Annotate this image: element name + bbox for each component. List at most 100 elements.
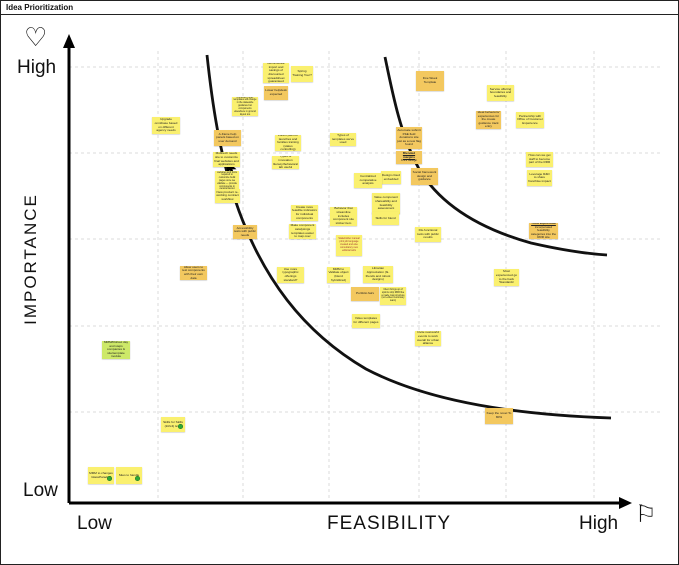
sticky-note-text: Christine's note: templates will change … — [233, 97, 257, 116]
sticky-note[interactable]: Social framework design and guidance — [411, 168, 438, 185]
sticky-note[interactable]: Third impressiveincorporated feasibility… — [529, 223, 558, 239]
sticky-note[interactable]: Upgrade omnibase based on different agen… — [152, 117, 180, 134]
sticky-note[interactable]: Portfolio fairs — [351, 287, 379, 301]
sticky-note-text: Accessibility tests with public needs — [234, 225, 256, 237]
sticky-note-text: Stakeholder manual print job language cr… — [338, 237, 360, 252]
sticky-note[interactable]: Librarian Appreciation (bi-friends and r… — [363, 266, 393, 283]
sticky-note-text: Understand websites and fonts required t… — [217, 171, 237, 189]
sticky-note[interactable]: Types of innovation literacy/behavioral … — [272, 156, 299, 169]
page-title: Idea Prioritization — [6, 3, 74, 12]
sticky-note-text: Multitech needs site to customize final … — [214, 152, 239, 167]
sticky-note-text: Make component catalysings templates eas… — [290, 224, 315, 239]
green-reaction-icon — [178, 424, 183, 429]
y-axis-arrowhead — [63, 34, 75, 48]
sticky-note-text: Centralized comparative analysis — [359, 174, 377, 186]
sticky-note[interactable]: Blended margins CSS design — [396, 151, 422, 164]
sticky-note-text: Social framework design and guidance — [412, 170, 437, 182]
y-axis-low-label: Low — [23, 480, 58, 501]
x-axis-arrowhead — [619, 497, 632, 509]
sticky-note-text: Portfolio fairs — [355, 291, 375, 296]
sticky-note[interactable]: MMM to Validate object (blend hybridized… — [327, 267, 350, 283]
sticky-note-text: Upgrade omnibase based on different agen… — [154, 117, 178, 133]
sticky-note[interactable]: Skills for blend — [372, 212, 399, 225]
sticky-note[interactable]: Create more feasible indicators for indi… — [291, 205, 318, 221]
sticky-note-text: CSS design — [400, 158, 418, 163]
heart-icon: ♡ — [24, 23, 48, 53]
sticky-note-text: Ideal behaviors/ experiences for the cre… — [477, 111, 500, 129]
flag-icon: ⚐ — [635, 500, 657, 528]
sticky-note-text: Spring Training Tour? — [292, 69, 312, 77]
sticky-note-text: Five Week Template — [422, 76, 438, 84]
sticky-note-text: incorporated feasibility categories into… — [530, 224, 557, 239]
sticky-note[interactable]: Partnership with Office of Customer Expe… — [516, 112, 544, 128]
sticky-note-text: MMM to changes GlassParade? — [89, 470, 113, 479]
sticky-note[interactable]: Design cloud embedded — [381, 171, 401, 184]
x-axis-title: FEASIBILITY — [327, 513, 451, 534]
sticky-note-text: Automate submit P&E field donations site… — [397, 127, 421, 147]
sticky-note[interactable]: Multitech needs site to customize final … — [213, 152, 240, 167]
sticky-note[interactable]: A-frame help panels based on user demand — [214, 130, 241, 146]
sticky-note[interactable]: Stakeholder manual print job language cr… — [336, 235, 362, 256]
sticky-note[interactable]: MMM to changes GlassParade? — [88, 467, 114, 484]
sticky-note-text: Value component shareability and feasibi… — [374, 195, 398, 211]
sticky-note[interactable]: Lorem plan for launches and families tra… — [275, 135, 301, 151]
sticky-note-text: Invite real-world events to work overall… — [416, 331, 440, 346]
sticky-note[interactable]: Five Week Template — [416, 71, 444, 91]
sticky-note-text: Leverage R&D to share franchise impact — [528, 171, 551, 183]
sticky-note-text: Client brings up of sprints strip RRR li… — [381, 287, 405, 303]
sticky-note[interactable]: Skills for Skills (2/2x4) level — [161, 417, 185, 432]
sticky-note[interactable]: MMM/Rollout day and steps companies & si… — [102, 341, 130, 359]
x-axis-low-label: Low — [77, 513, 112, 534]
green-reaction-icon — [107, 476, 112, 481]
sticky-note-text: Most experienced go to the back 'Standar… — [495, 269, 518, 285]
sticky-note[interactable]: Lower helpdesk expected — [264, 86, 288, 100]
sticky-note[interactable]: Value component shareability and feasibi… — [372, 193, 400, 214]
sticky-note[interactable]: Use more typographic offerings standard? — [277, 267, 304, 283]
x-axis-high-label: High — [579, 513, 619, 534]
sticky-note-text: Lorem plan for launches and families tra… — [277, 135, 299, 151]
sticky-note[interactable]: Sites to handle — [116, 467, 142, 484]
sticky-note[interactable]: Automate submit P&E field donations site… — [396, 127, 422, 149]
sticky-note-text: Sites to handle — [118, 472, 140, 477]
sticky-note[interactable]: Ideal behaviors/ experiences for the cre… — [476, 111, 501, 129]
sticky-note[interactable]: Service offering boundaries and feasibil… — [487, 85, 514, 101]
sticky-note[interactable]: New product re-working contract workflow — [215, 189, 240, 203]
axes — [63, 34, 632, 509]
green-reaction-icon — [135, 476, 140, 481]
sticky-note-text: MMM to Validate object (blend hybridized… — [328, 267, 349, 282]
sticky-note[interactable]: Dis-functional tools with public results — [415, 227, 441, 242]
sticky-note-text: Service offering boundaries and feasibil… — [489, 86, 512, 98]
sticky-note[interactable]: Administrate import and savings of disco… — [263, 63, 289, 83]
curve-inner — [383, 56, 608, 257]
sticky-note[interactable]: Client brings up of sprints strip RRR li… — [380, 287, 406, 305]
sticky-note-text: Dis-functional tools with public results — [417, 228, 439, 240]
sticky-note[interactable]: How can we get staff to become part of t… — [526, 152, 553, 167]
sticky-note[interactable]: Make component catalysings templates eas… — [289, 224, 316, 239]
sticky-note[interactable]: Christine's note: templates will change … — [232, 97, 258, 116]
sticky-note-text: MMM/Rollout day and steps companies & si… — [103, 341, 129, 359]
sticky-note-text: Administrate import and savings of disco… — [267, 63, 285, 83]
sticky-note[interactable]: Invite real-world events to work overall… — [415, 331, 441, 346]
sticky-note[interactable]: Accessibility tests with public needs — [233, 225, 257, 239]
title-bar: Idea Prioritization — [1, 1, 678, 15]
sticky-note-text: Skills for Skills (2/2x4) level — [163, 419, 183, 428]
sticky-note[interactable]: Keep the novel To 80% — [485, 408, 513, 424]
sticky-note-title: Blended margins — [402, 151, 416, 159]
sticky-note[interactable]: Leverage R&D to share franchise impact — [527, 170, 552, 186]
sticky-note[interactable]: Centralized comparative analysis — [354, 173, 382, 188]
y-axis-title: IMPORTANCE — [21, 193, 40, 325]
sticky-note[interactable]: Behavior that streamline includes compon… — [330, 207, 357, 226]
sticky-note[interactable]: Video templates for different pages — [352, 314, 380, 328]
sticky-note[interactable]: Types of templates we've used — [330, 133, 356, 146]
sticky-note[interactable]: Spring Training Tour? — [291, 66, 313, 82]
sticky-note-title: Third impressive — [531, 223, 556, 226]
y-axis-high-label: High — [17, 57, 57, 78]
sticky-note[interactable]: Most experienced go to the back 'Standar… — [494, 269, 519, 286]
sticky-note-text: Partnership with Office of Customer Expe… — [517, 113, 543, 125]
sticky-note-text: Video templates for different pages — [353, 316, 379, 324]
sticky-note-text: Allow users to test components with thei… — [182, 266, 205, 280]
sticky-note[interactable]: Understand websites and fonts required t… — [215, 171, 239, 189]
sticky-note[interactable]: Allow users to test components with thei… — [180, 266, 207, 280]
